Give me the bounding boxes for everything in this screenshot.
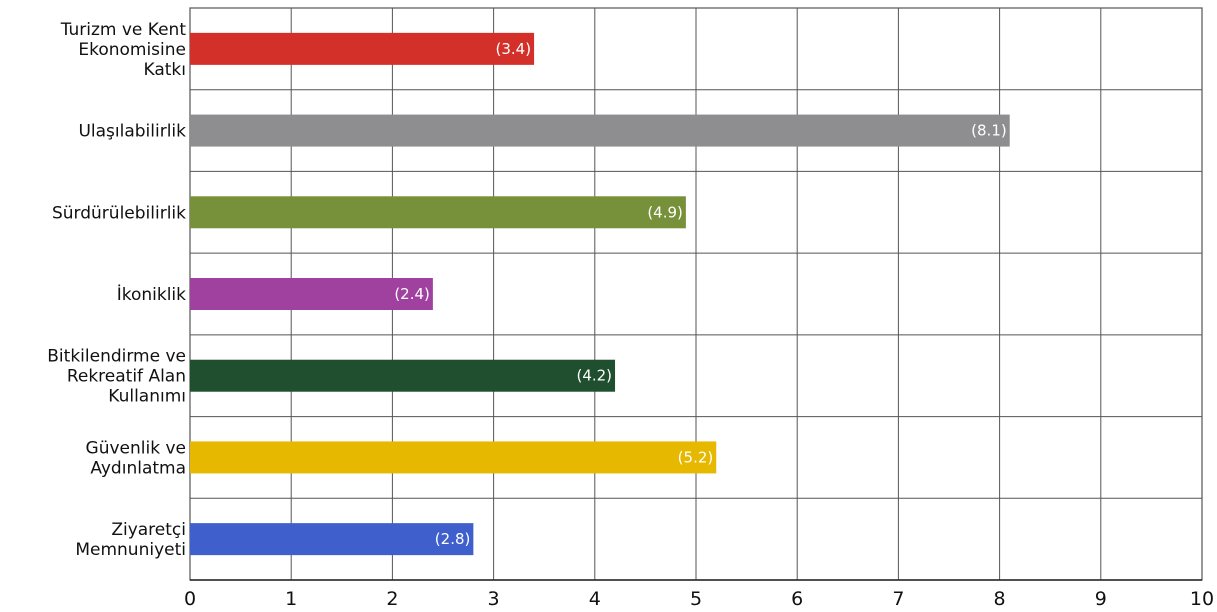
category-label: Memnuniyeti [75,540,186,560]
category-label: Katkı [144,60,187,80]
bar-value-label: (4.9) [647,203,683,221]
bars: (3.4) (8.1) (4.9) (2.4) (4.2) (5.2) (2.8) [190,32,1010,556]
category-label: Ekonomisine [78,40,186,60]
x-tick-label: 9 [1095,588,1107,610]
bar [190,196,686,229]
x-tick-label: 0 [184,588,196,610]
x-tick-label: 2 [386,588,398,610]
category-label: Güvenlik ve [86,438,186,458]
bar-value-label: (8.1) [971,122,1007,140]
category-label: Ziyaretçi [111,520,186,540]
bar [190,114,1010,147]
bar [190,441,717,474]
x-tick-label: 7 [892,588,904,610]
bar [190,32,535,65]
bar-value-label: (4.2) [576,367,612,385]
x-axis-ticks: 0 1 2 3 4 5 6 7 8 9 10 [184,588,1214,610]
category-label: Bitkilendirme ve [47,347,186,367]
category-label: Aydınlatma [90,458,186,478]
x-tick-label: 10 [1190,588,1214,610]
x-tick-label: 5 [690,588,702,610]
x-tick-label: 1 [285,588,297,610]
x-tick-label: 3 [488,588,500,610]
category-label: İkoniklik [117,284,186,305]
category-label: Kullanımı [108,387,186,407]
x-tick-label: 4 [589,588,601,610]
bar-value-label: (3.4) [496,40,532,58]
bar-value-label: (5.2) [678,448,714,466]
category-label: Sürdürülebilirlik [52,203,186,223]
bar-value-label: (2.8) [435,530,471,548]
bar-value-label: (2.4) [394,285,430,303]
category-label: Rekreatif Alan [67,367,186,387]
category-label: Ulaşılabilirlik [78,122,186,142]
bar [190,523,474,556]
category-label: Turizm ve Kent [60,20,187,40]
bar [190,278,433,310]
grid [189,7,1203,581]
bar [190,359,616,392]
x-tick-label: 6 [791,588,803,610]
x-tick-label: 8 [994,588,1006,610]
